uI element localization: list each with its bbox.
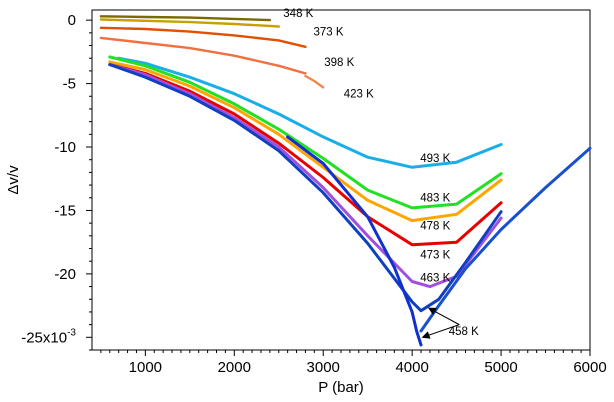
series-label: 348 K: [283, 8, 313, 20]
series-line: [304, 74, 325, 89]
series-line: [286, 135, 423, 347]
series-line: [419, 146, 592, 333]
x-axis-title: P (bar): [318, 379, 364, 396]
series-line: [117, 56, 503, 169]
y-tick-label: -20: [54, 266, 76, 283]
series-label: 463 K: [420, 272, 450, 284]
y-tick-label: -25x10-3: [21, 327, 76, 346]
series-label: 473 K: [420, 250, 450, 262]
series-line: [99, 26, 307, 48]
series-label: 373 K: [314, 26, 344, 38]
x-tick-label: 4000: [395, 359, 428, 376]
y-tick-label: -15: [54, 202, 76, 219]
series-line: [108, 60, 503, 223]
series-line: [99, 18, 280, 28]
x-tick-label: 5000: [484, 359, 517, 376]
annotation-arrow: [427, 307, 460, 326]
series-label: 483 K: [420, 193, 450, 205]
y-axis-title: Δv/v: [5, 165, 22, 195]
series-label: 398 K: [324, 57, 354, 69]
series-label: 478 K: [420, 220, 450, 232]
y-tick-exponent: -3: [67, 327, 76, 338]
axes: 1000 2000 3000 4000 5000 6000 0 -5 -10 -15 -20 -25x…: [21, 9, 607, 376]
annotation-arrow: [421, 324, 460, 339]
series-line: [108, 63, 503, 289]
x-tick-label: 3000: [307, 359, 340, 376]
series-line: [108, 63, 503, 313]
series-label: 423 K: [344, 89, 374, 101]
y-tick-label: 0: [68, 12, 76, 29]
x-tick-label: 2000: [218, 359, 251, 376]
series-label: 458 K: [449, 326, 479, 338]
y-tick-label: -5: [63, 76, 76, 93]
series-label: 493 K: [420, 153, 450, 165]
series-line: [99, 15, 272, 22]
series-line: [108, 63, 503, 247]
series-layer: [99, 15, 592, 347]
y-tick-label: -10: [54, 139, 76, 156]
series-line: [99, 36, 307, 75]
x-tick-label: 6000: [573, 359, 606, 376]
x-tick-label: 1000: [129, 359, 162, 376]
series-line: [108, 55, 503, 210]
